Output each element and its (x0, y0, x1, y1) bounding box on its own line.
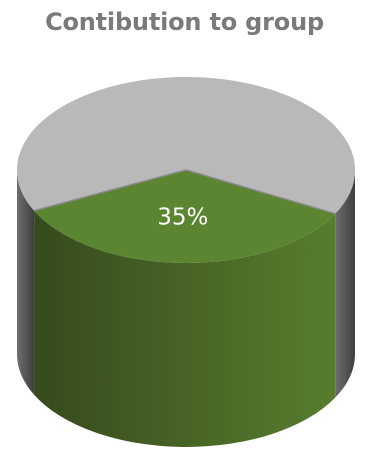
pie-top-slices (17, 77, 356, 263)
pie-divider-1 (33, 169, 187, 212)
pie-label-0: 35% (157, 204, 208, 230)
pie-slice-0 (34, 170, 336, 263)
pie-side-0 (34, 210, 336, 448)
pie-divider-0 (185, 169, 336, 215)
chart-title: Contibution to group (45, 8, 324, 36)
pie-slice-1 (17, 77, 356, 214)
pie-side-1 (16, 170, 35, 395)
pie-side-1 (335, 170, 355, 398)
pie-labels: 35% (157, 204, 208, 230)
pie-sides (16, 170, 355, 448)
